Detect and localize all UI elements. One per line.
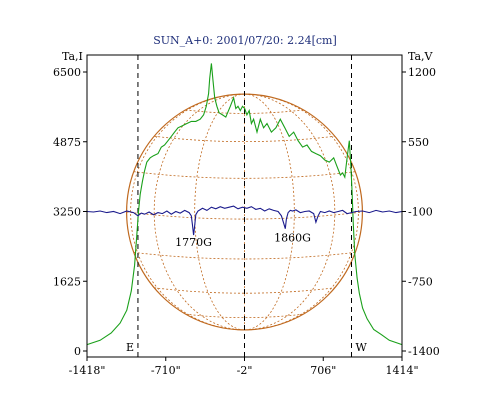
longitude-line — [244, 93, 295, 331]
x-tick-label: -1418" — [69, 364, 106, 377]
field-annotation: 1770G — [175, 236, 212, 249]
x-tick-label: 1414" — [385, 364, 418, 377]
y-left-tick-label: 3250 — [53, 206, 81, 219]
longitude-line — [154, 93, 245, 331]
series-group — [86, 63, 403, 346]
latitude-line — [126, 211, 363, 220]
x-tick-label: -2" — [237, 364, 253, 377]
y-right-tick-label: -750 — [408, 275, 433, 288]
x-tick-label: -710" — [151, 364, 181, 377]
y-left-tick-label: 4875 — [53, 136, 81, 149]
y-right-tick-label: -1400 — [408, 345, 440, 358]
longitude-line — [244, 93, 359, 331]
right-axis-label: Ta,V — [408, 50, 434, 63]
y-left-tick-label: 6500 — [53, 66, 81, 79]
y-right-tick-label: 550 — [408, 136, 429, 149]
axes: -1418" -710" -2" 706" 1414" 0 1625 3250 4875 6500… — [53, 66, 440, 377]
series-line-intensity — [86, 63, 403, 346]
annotations: 1770G 1860G — [175, 232, 311, 249]
y-right-tick-label: -100 — [408, 206, 433, 219]
y-left-tick-label: 0 — [74, 345, 81, 358]
limb-marker-label: E — [126, 341, 134, 354]
latitude-line — [185, 109, 304, 114]
y-right-tick-label: 1200 — [408, 66, 436, 79]
y-left-tick-label: 1625 — [53, 275, 81, 288]
x-tick-label: 706" — [310, 364, 336, 377]
left-axis-label: Ta,I — [62, 50, 83, 63]
field-annotation: 1860G — [274, 232, 311, 245]
latitude-line — [154, 287, 335, 294]
latitude-line — [185, 313, 304, 319]
series-line-polarization — [86, 205, 403, 236]
longitude-line — [194, 93, 245, 331]
limb-marker-label: W — [356, 341, 368, 354]
latitude-line — [154, 135, 335, 143]
chart-title: SUN_A+0: 2001/07/20: 2.24[cm] — [153, 34, 337, 47]
